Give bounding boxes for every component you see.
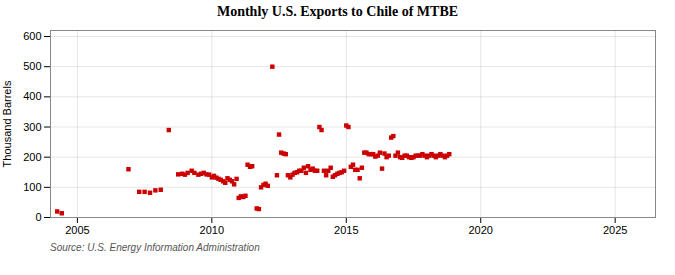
svg-text:400: 400: [23, 90, 41, 102]
svg-text:200: 200: [23, 151, 41, 163]
svg-text:2015: 2015: [334, 224, 358, 236]
svg-text:0: 0: [35, 211, 41, 223]
svg-text:500: 500: [23, 60, 41, 72]
svg-text:600: 600: [23, 30, 41, 42]
svg-text:2025: 2025: [603, 224, 627, 236]
svg-text:Thousand Barrels: Thousand Barrels: [1, 80, 13, 167]
svg-text:2020: 2020: [468, 224, 492, 236]
html-text:Monthly U.S. Exports to Chile: Monthly U.S. Exports to Chile of MTBE: [216, 4, 459, 19]
html-text:Source: U.S. Energy Informatio: Source: U.S. Energy Information Administ…: [50, 242, 260, 253]
svg-text:2010: 2010: [200, 224, 224, 236]
svg-text:2005: 2005: [65, 224, 89, 236]
svg-text:100: 100: [23, 181, 41, 193]
svg-text:300: 300: [23, 121, 41, 133]
